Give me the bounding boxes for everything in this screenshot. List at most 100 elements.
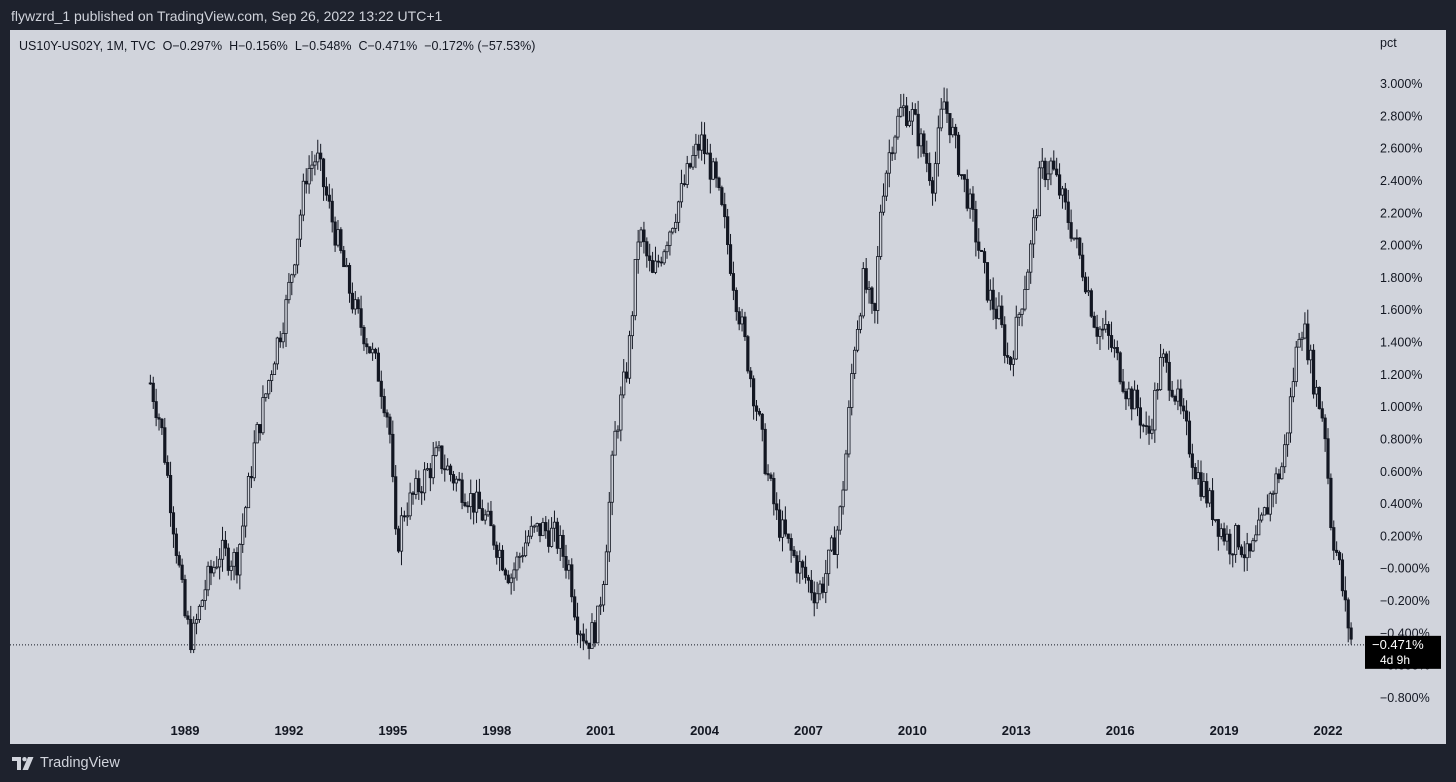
candle-body bbox=[636, 241, 640, 260]
candle-body bbox=[780, 519, 785, 538]
candle-body bbox=[1283, 444, 1287, 468]
candle-body bbox=[515, 556, 519, 571]
publish-info: flywzrd_1 published on TradingView.com, … bbox=[11, 8, 443, 24]
candle-body bbox=[714, 161, 718, 179]
candle-body bbox=[532, 525, 536, 528]
candle-body bbox=[1216, 519, 1220, 537]
chart-panel[interactable]: 3.000% 2.800% 2.600% 2.400% 2.200% 2.000% 1.80… bbox=[10, 30, 1446, 744]
candle-body bbox=[806, 577, 811, 581]
candle-body bbox=[434, 447, 438, 456]
candle-body bbox=[844, 453, 848, 491]
candle-body bbox=[1280, 466, 1284, 480]
last-price-label: −0.471% 4d 9h bbox=[1365, 635, 1441, 669]
candle-body bbox=[1179, 388, 1183, 407]
candle-body bbox=[633, 259, 637, 317]
candle-body bbox=[584, 640, 588, 644]
candle-body bbox=[902, 105, 906, 109]
candle-body bbox=[177, 555, 181, 566]
candle-body bbox=[255, 424, 259, 444]
price-series bbox=[148, 87, 1353, 660]
candle-body bbox=[925, 153, 929, 164]
candle-body bbox=[760, 413, 764, 430]
candle-body bbox=[1109, 335, 1114, 348]
candle-body bbox=[954, 126, 958, 136]
time-axis-ticks[interactable]: 1989 1992 1995 1998 2001 2004 2007 2010 2013 2016… bbox=[171, 723, 1343, 738]
candle-body bbox=[151, 382, 155, 402]
candle-body bbox=[345, 265, 349, 268]
candle-body bbox=[218, 558, 222, 568]
tradingview-logo[interactable]: TradingView bbox=[12, 755, 120, 771]
candle-body bbox=[304, 180, 308, 185]
candle-body bbox=[930, 180, 935, 194]
candle-body bbox=[821, 583, 825, 593]
candle-body bbox=[388, 416, 392, 435]
tradingview-logo-icon bbox=[12, 756, 34, 770]
candle-body bbox=[1075, 237, 1079, 240]
candle-body bbox=[593, 622, 597, 644]
candle-body bbox=[313, 161, 317, 166]
candle-body bbox=[492, 525, 496, 546]
candle-body bbox=[942, 101, 946, 110]
candle-body bbox=[801, 561, 805, 568]
candle-body bbox=[1297, 338, 1301, 348]
price-axis-ticks[interactable]: 3.000% 2.800% 2.600% 2.400% 2.200% 2.000% 1.80… bbox=[1380, 77, 1430, 705]
candle-body bbox=[913, 109, 917, 115]
candle-body bbox=[428, 468, 432, 479]
candle-body bbox=[867, 287, 871, 290]
candle-body bbox=[757, 410, 761, 415]
candle-body bbox=[1130, 388, 1134, 410]
candle-body bbox=[203, 589, 207, 601]
candle-body bbox=[339, 229, 343, 251]
candle-body bbox=[1196, 472, 1200, 480]
candle-body bbox=[422, 469, 427, 494]
candle-body bbox=[824, 573, 828, 593]
candle-body bbox=[451, 474, 456, 484]
time-tick-label: 2013 bbox=[1002, 723, 1031, 738]
candle-body bbox=[916, 113, 920, 147]
candle-body bbox=[197, 605, 202, 621]
candle-body bbox=[977, 241, 981, 251]
candle-body bbox=[639, 229, 643, 243]
candle-body bbox=[558, 534, 562, 549]
candle-body bbox=[1008, 356, 1013, 365]
candle-body bbox=[1095, 326, 1099, 337]
candle-body bbox=[148, 382, 152, 385]
candle-body bbox=[474, 491, 479, 513]
candle-body bbox=[841, 489, 845, 508]
candle-body bbox=[472, 493, 476, 513]
candle-body bbox=[717, 177, 721, 189]
candle-body bbox=[1222, 528, 1226, 542]
candle-body bbox=[463, 502, 467, 507]
candle-body bbox=[1150, 429, 1154, 434]
chart-svg[interactable]: 3.000% 2.800% 2.600% 2.400% 2.200% 2.000% 1.80… bbox=[10, 30, 1446, 744]
candle-body bbox=[812, 592, 816, 604]
candle-body bbox=[269, 374, 274, 381]
candle-body bbox=[1277, 473, 1281, 480]
candle-body bbox=[1303, 323, 1307, 339]
candle-body bbox=[477, 491, 482, 509]
candle-body bbox=[411, 492, 415, 495]
candle-body bbox=[373, 348, 378, 354]
candle-body bbox=[183, 579, 187, 617]
candle-body bbox=[1300, 337, 1304, 340]
candle-body bbox=[1271, 492, 1275, 495]
candle-body bbox=[1274, 473, 1278, 494]
candle-body bbox=[417, 478, 421, 493]
candle-body bbox=[261, 397, 265, 434]
candle-body bbox=[879, 211, 883, 257]
candle-body bbox=[682, 183, 686, 186]
candle-body bbox=[668, 231, 672, 246]
candle-body bbox=[267, 380, 271, 395]
candle-body bbox=[483, 514, 487, 521]
candle-body bbox=[1317, 386, 1321, 410]
candle-body bbox=[1294, 346, 1298, 383]
candle-body bbox=[1234, 525, 1238, 556]
candle-body bbox=[1141, 424, 1145, 427]
candle-body bbox=[307, 168, 311, 185]
candle-body bbox=[324, 186, 329, 196]
candle-body bbox=[495, 544, 499, 558]
candle-body bbox=[166, 462, 170, 476]
candle-body bbox=[1158, 356, 1163, 390]
candle-body bbox=[480, 508, 484, 521]
candle-body bbox=[792, 549, 796, 557]
